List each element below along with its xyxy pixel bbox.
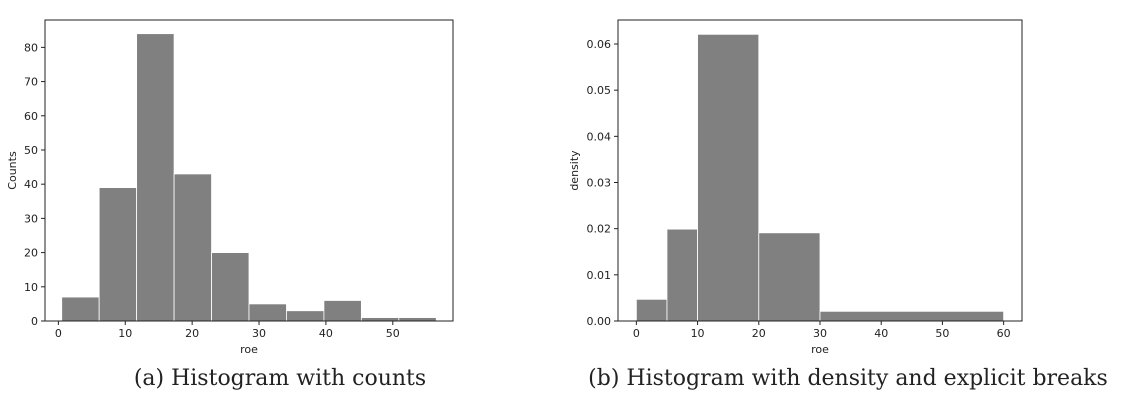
- y-tick-label-0-2: 20: [24, 247, 38, 260]
- y-tick-label-0-5: 50: [24, 144, 38, 157]
- y-tick-label-1-3: 0.03: [587, 177, 612, 190]
- bar-0-6: [286, 310, 325, 322]
- x-tick-label-0-4: 40: [319, 327, 333, 340]
- y-tick-label-1-0: 0.00: [587, 315, 612, 328]
- x-tick-label-0-2: 20: [185, 327, 199, 340]
- x-tick-label-0-3: 30: [252, 327, 266, 340]
- histogram-density-panel: 0 10 20 30 40 50 60 0.00 0.01 0.02 0.03 0.04 0.05 0.0…: [560, 0, 1136, 407]
- y-tick-label-0-3: 30: [24, 212, 38, 225]
- x-tick-label-1-4: 40: [874, 327, 888, 340]
- x-tick-label-1-1: 10: [691, 327, 705, 340]
- x-tick-label-0-0: 0: [55, 327, 62, 340]
- bar-0-8: [360, 317, 400, 322]
- histogram-counts-chart: 0 10 20 30 40 50 0 10 20 30 40 50 60 70 80 roe Counts: [6, 19, 454, 356]
- bar-1-2: [697, 33, 760, 322]
- x-tick-label-1-0: 0: [633, 327, 640, 340]
- y-tick-label-0-0: 0: [31, 315, 38, 328]
- y-tick-label-1-4: 0.04: [587, 130, 612, 143]
- x-tick-label-0-1: 10: [118, 327, 132, 340]
- bar-0-3: [173, 173, 212, 322]
- y-tick-label-0-7: 70: [24, 76, 38, 89]
- histogram-density-chart: 0 10 20 30 40 50 60 0.00 0.01 0.02 0.03 0.04 0.05 0.0…: [568, 19, 1023, 356]
- bar-0-7: [323, 300, 362, 322]
- y-tick-label-0-4: 40: [24, 178, 38, 191]
- bar-1-3: [758, 232, 821, 322]
- y-tick-label-0-1: 10: [24, 281, 38, 294]
- y-tick-label-1-6: 0.06: [587, 38, 612, 51]
- x-tick-label-1-3: 30: [813, 327, 827, 340]
- y-tick-label-1-2: 0.02: [587, 223, 612, 236]
- bar-0-0: [61, 296, 100, 322]
- x-tick-label-1-5: 50: [935, 327, 949, 340]
- y-axis-label-0: Counts: [6, 151, 19, 190]
- bar-1-1: [666, 228, 698, 322]
- bar-1-4: [819, 310, 1005, 322]
- caption-a: (a) Histogram with counts: [133, 366, 427, 391]
- x-tick-label-0-5: 50: [386, 327, 400, 340]
- plot-frame-0: [44, 19, 454, 322]
- x-axis-label-1: roe: [811, 343, 829, 356]
- caption-b: (b) Histogram with density and explicit …: [588, 366, 1108, 391]
- bar-0-2: [136, 33, 175, 322]
- x-tick-label-1-2: 20: [752, 327, 766, 340]
- y-axis-label-1: density: [568, 150, 581, 191]
- bar-0-9: [398, 317, 437, 322]
- bar-0-4: [211, 252, 250, 322]
- x-axis-label-0: roe: [240, 343, 258, 356]
- bar-0-1: [98, 187, 138, 322]
- bar-1-0: [635, 298, 668, 322]
- y-tick-label-0-8: 80: [24, 41, 38, 54]
- y-tick-label-0-6: 60: [24, 110, 38, 123]
- bar-0-5: [248, 303, 287, 322]
- y-tick-label-1-1: 0.01: [587, 269, 612, 282]
- histogram-counts-panel: 0 10 20 30 40 50 0 10 20 30 40 50 60 70 80 roe Counts (a…: [0, 0, 560, 407]
- y-tick-label-1-5: 0.05: [587, 84, 612, 97]
- x-tick-label-1-6: 60: [997, 327, 1011, 340]
